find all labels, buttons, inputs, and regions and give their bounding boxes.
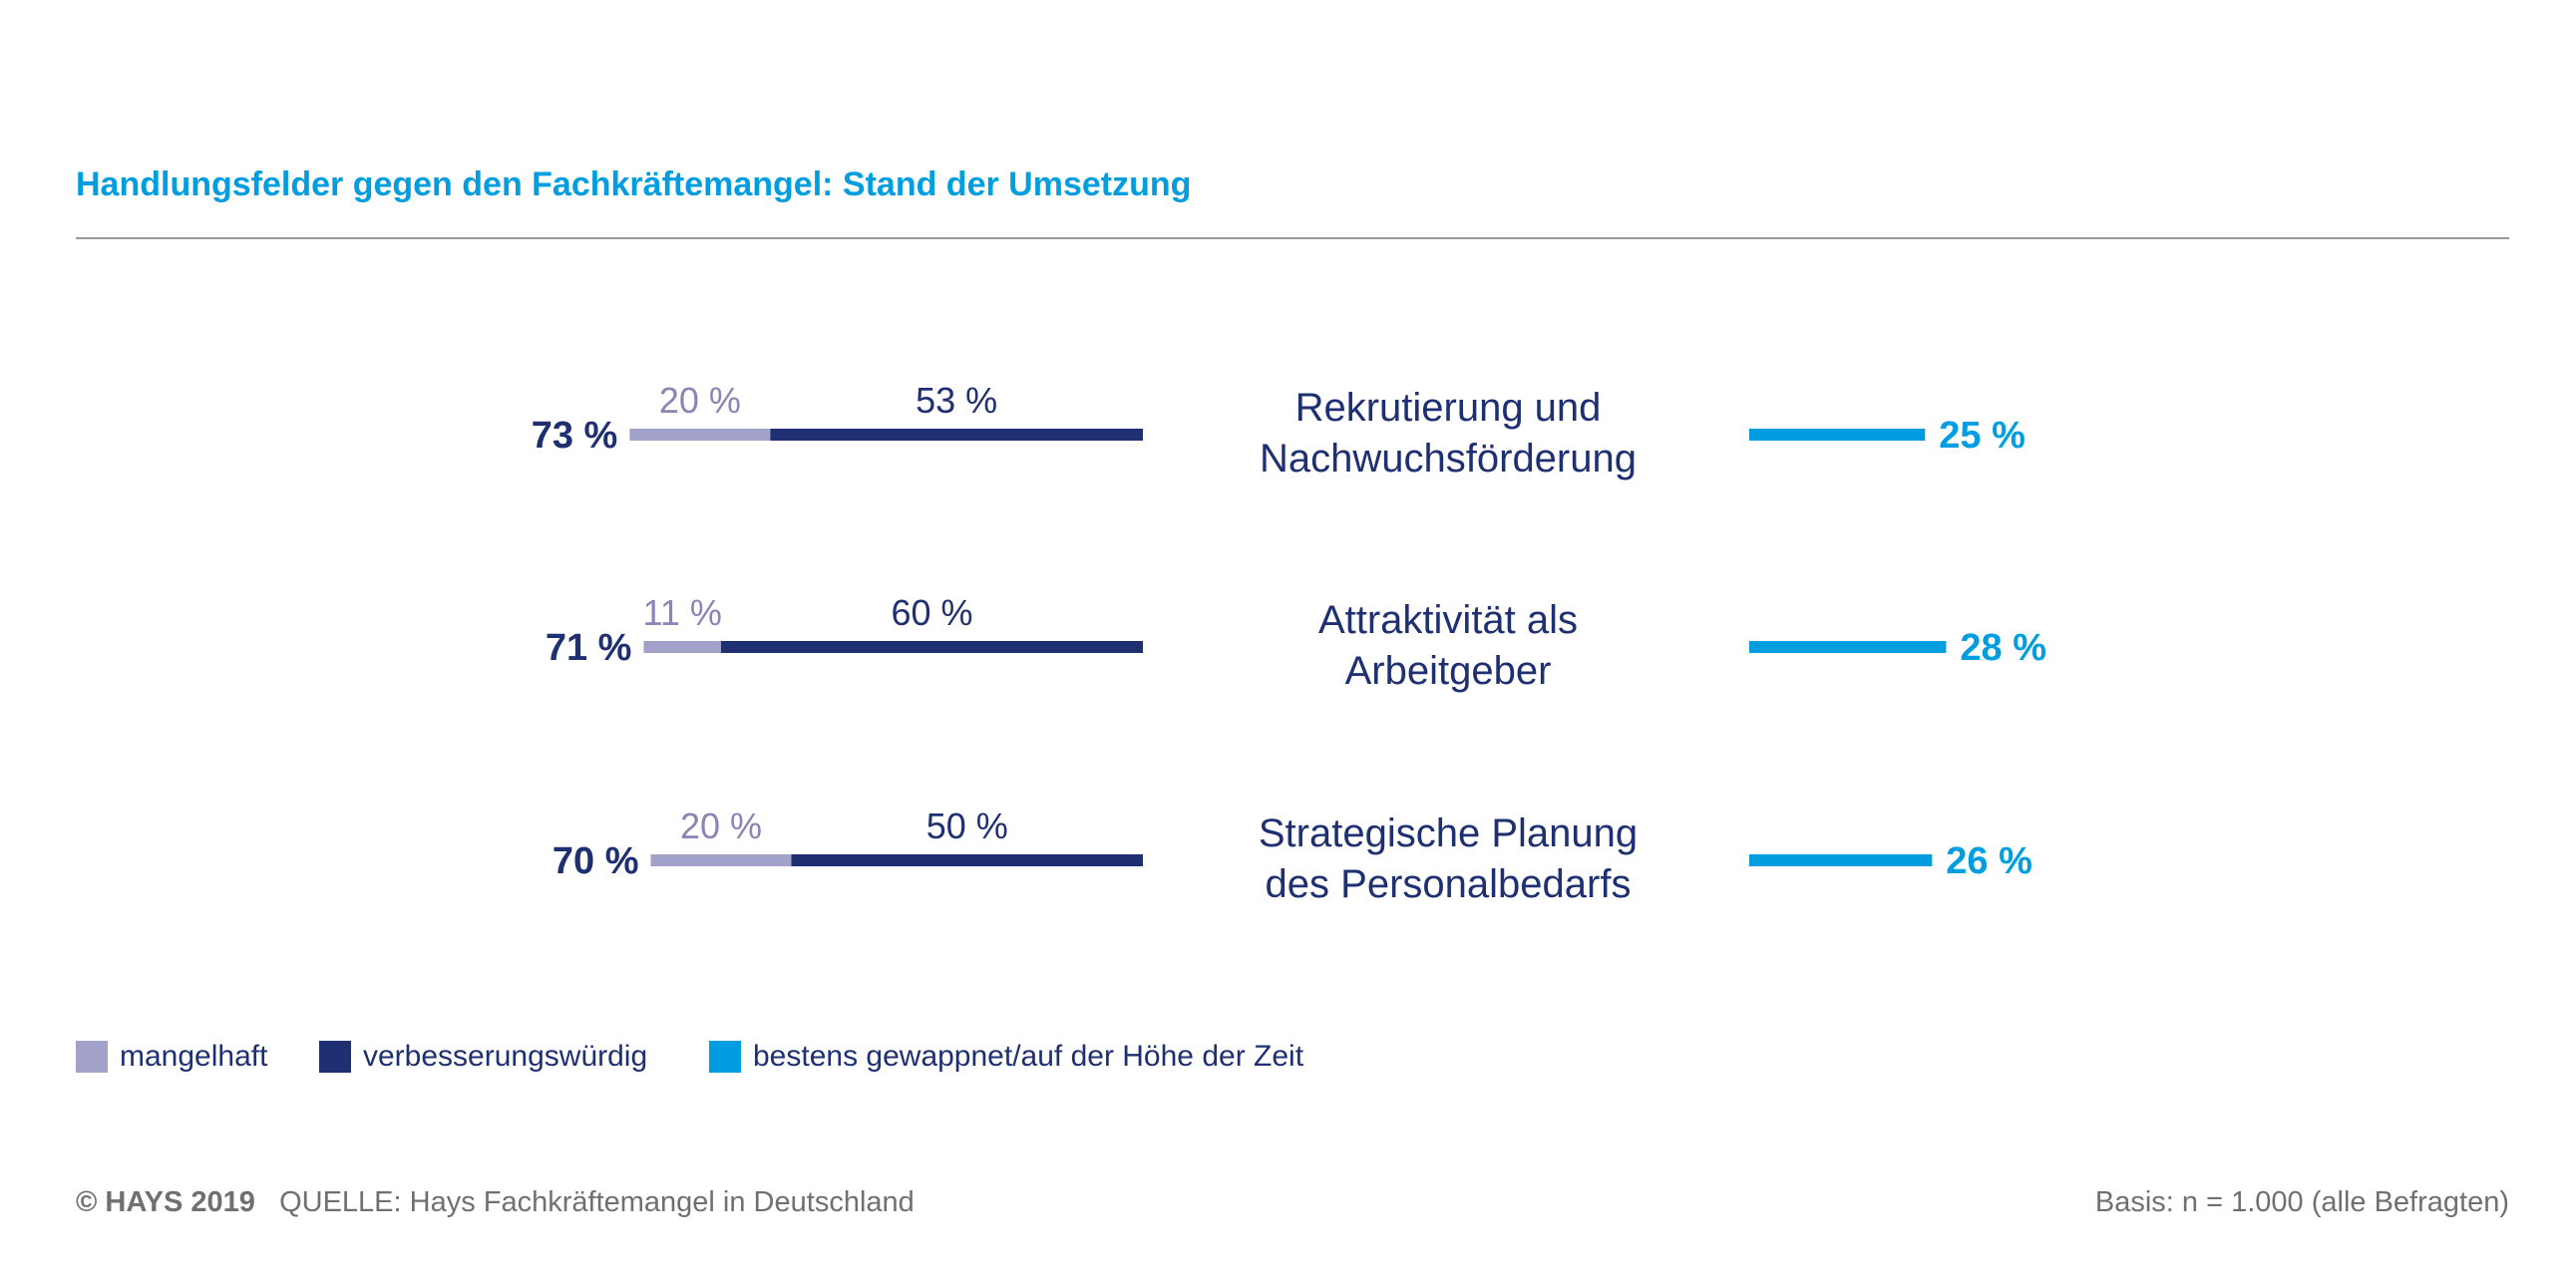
category-label-attraktivitaet-line1: Attraktivität als: [1318, 598, 1578, 642]
label-verbesserungswuerdig-rekrutierung: 53 %: [916, 380, 997, 421]
legend-swatch-bestens-gewappnet: [709, 1041, 741, 1073]
label-bestens-gewappnet-strategische-planung: 26 %: [1946, 840, 2032, 882]
legend-label-bestens-gewappnet: bestens gewappnet/auf der Höhe der Zeit: [753, 1040, 1304, 1073]
bar-verbesserungswuerdig-attraktivitaet: [721, 641, 1143, 653]
legend-swatch-verbesserungswuerdig: [319, 1041, 351, 1073]
bar-mangelhaft-strategische-planung: [650, 854, 792, 866]
bar-bestens-gewappnet-strategische-planung: [1749, 854, 1933, 866]
legend-item-verbesserungswuerdig: verbesserungswürdig: [319, 1037, 647, 1077]
bar-bestens-gewappnet-rekrutierung: [1749, 429, 1926, 441]
label-mangelhaft-strategische-planung: 20 %: [680, 805, 762, 846]
category-label-attraktivitaet-line2: Arbeitgeber: [1345, 649, 1552, 693]
bar-verbesserungswuerdig-strategische-planung: [791, 854, 1143, 866]
footer-source: © HAYS 2019 QUELLE: Hays Fachkräftemange…: [76, 1186, 915, 1219]
category-label-strategische-planung-line1: Strategische Planung: [1259, 811, 1638, 855]
bar-mangelhaft-rekrutierung: [629, 429, 771, 441]
chart-title: Handlungsfelder gegen den Fachkräftemang…: [76, 165, 1192, 203]
bar-mangelhaft-attraktivitaet: [643, 641, 721, 653]
legend-label-mangelhaft: mangelhaft: [120, 1040, 268, 1073]
legend-label-verbesserungswuerdig: verbesserungswürdig: [363, 1040, 648, 1073]
total-label-rekrutierung: 73 %: [532, 415, 618, 457]
footer-brand: © HAYS 2019: [76, 1186, 255, 1218]
legend-swatch-mangelhaft: [76, 1041, 108, 1073]
legend-item-bestens-gewappnet: bestens gewappnet/auf der Höhe der Zeit: [709, 1037, 1303, 1077]
category-label-rekrutierung-line2: Nachwuchsförderung: [1260, 437, 1637, 481]
label-verbesserungswuerdig-attraktivitaet: 60 %: [891, 592, 972, 633]
label-bestens-gewappnet-attraktivitaet: 28 %: [1960, 627, 2046, 669]
title-divider: [76, 237, 2509, 239]
label-mangelhaft-rekrutierung: 20 %: [659, 380, 741, 421]
total-label-attraktivitaet: 71 %: [546, 627, 632, 669]
footer-source-text: QUELLE: Hays Fachkräftemangel in Deutsch…: [279, 1186, 915, 1218]
label-verbesserungswuerdig-strategische-planung: 50 %: [926, 805, 1008, 846]
total-label-strategische-planung: 70 %: [552, 840, 639, 882]
label-mangelhaft-attraktivitaet: 11 %: [643, 592, 722, 633]
label-bestens-gewappnet-rekrutierung: 25 %: [1939, 415, 2025, 457]
footer-basis: Basis: n = 1.000 (alle Befragten): [2094, 1186, 2509, 1218]
bar-bestens-gewappnet-attraktivitaet: [1749, 641, 1947, 653]
bar-verbesserungswuerdig-rekrutierung: [770, 429, 1143, 441]
legend-item-mangelhaft: mangelhaft: [76, 1037, 267, 1077]
category-label-rekrutierung-line1: Rekrutierung und: [1295, 386, 1602, 430]
category-label-strategische-planung-line2: des Personalbedarfs: [1266, 862, 1632, 906]
